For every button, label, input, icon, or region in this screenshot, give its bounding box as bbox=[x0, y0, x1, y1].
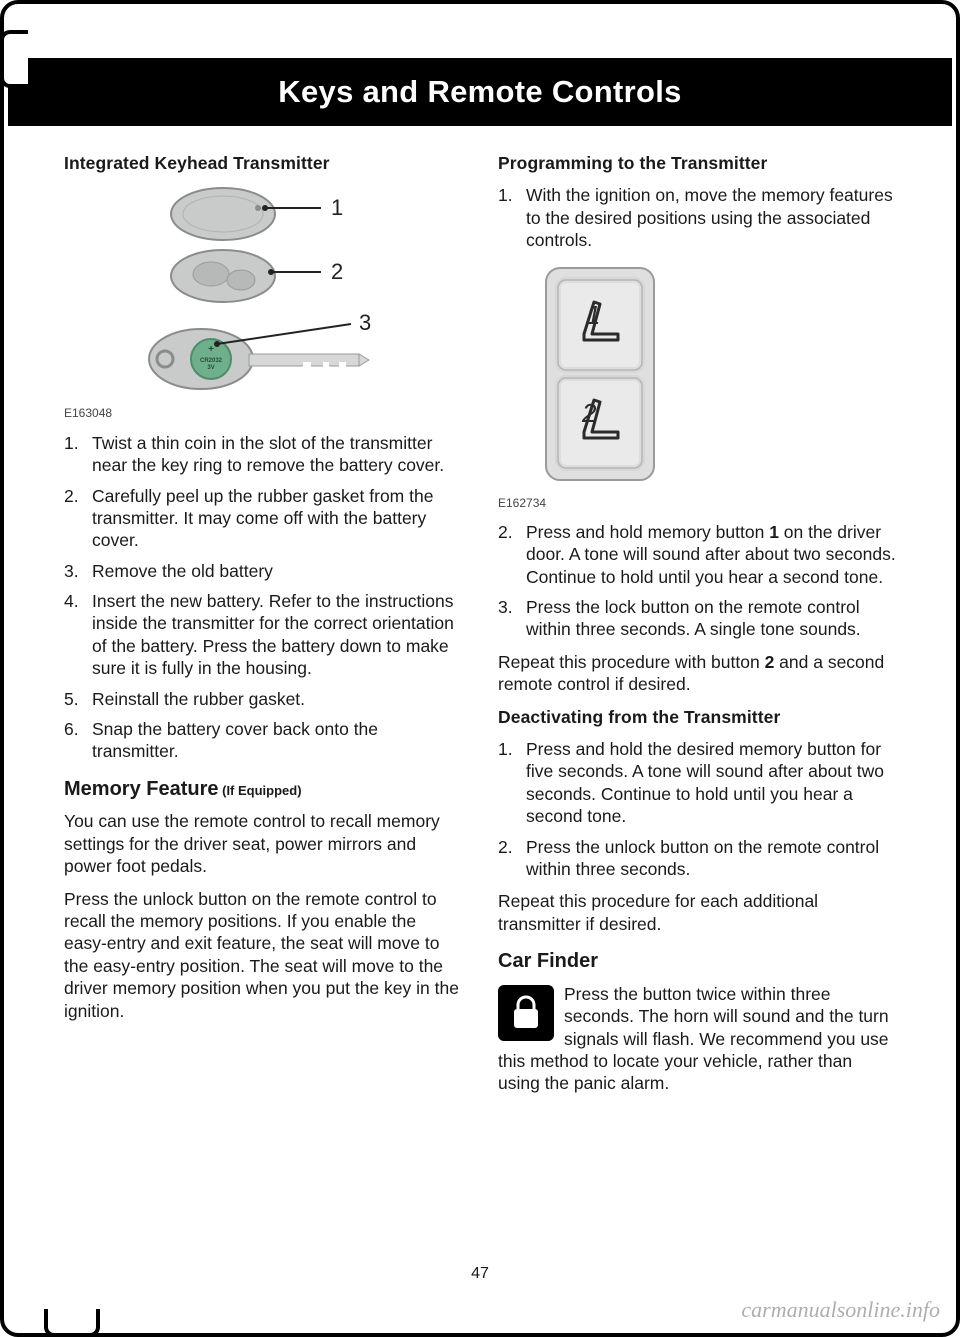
step: Reinstall the rubber gasket. bbox=[64, 688, 462, 710]
text: Repeat this procedure with button bbox=[498, 652, 765, 672]
heading-memory-text: Memory Feature bbox=[64, 778, 219, 800]
svg-text:3V: 3V bbox=[207, 365, 214, 371]
step: Remove the old battery bbox=[64, 560, 462, 582]
heading-memory: Memory Feature (If Equipped) bbox=[64, 777, 462, 803]
step: Press and hold the desired memory button… bbox=[498, 738, 896, 828]
memory-p1: You can use the remote control to recall… bbox=[64, 810, 462, 877]
heading-integrated: Integrated Keyhead Transmitter bbox=[64, 152, 462, 174]
memory-btn-2-label: 2 bbox=[581, 398, 597, 428]
heading-programming: Programming to the Transmitter bbox=[498, 152, 896, 174]
carfinder-text: Press the button twice within three seco… bbox=[498, 984, 889, 1094]
text-bold: 2 bbox=[765, 652, 775, 672]
left-column: Integrated Keyhead Transmitter 1 bbox=[64, 152, 462, 1249]
figure-keyhead: 1 2 bbox=[64, 184, 462, 421]
step: Press the unlock button on the remote co… bbox=[498, 836, 896, 881]
memory-p2: Press the unlock button on the remote co… bbox=[64, 888, 462, 1022]
carfinder-block: Press the button twice within three seco… bbox=[498, 983, 896, 1095]
deact-repeat: Repeat this procedure for each additiona… bbox=[498, 890, 896, 935]
step: Twist a thin coin in the slot of the tra… bbox=[64, 432, 462, 477]
binder-tab-left bbox=[0, 30, 28, 88]
figure1-label: E163048 bbox=[64, 406, 462, 421]
header-band: Keys and Remote Controls bbox=[8, 58, 952, 126]
step: Snap the battery cover back onto the tra… bbox=[64, 718, 462, 763]
step-bold: 1 bbox=[769, 522, 779, 542]
heading-deactivating: Deactivating from the Transmitter bbox=[498, 706, 896, 728]
svg-text:CR2032: CR2032 bbox=[200, 358, 223, 364]
right-column: Programming to the Transmitter With the … bbox=[498, 152, 896, 1249]
heading-memory-equip: (If Equipped) bbox=[219, 783, 302, 798]
lock-icon bbox=[498, 985, 554, 1041]
heading-carfinder: Car Finder bbox=[498, 949, 896, 975]
step: Carefully peel up the rubber gasket from… bbox=[64, 485, 462, 552]
steps-deact: Press and hold the desired memory button… bbox=[498, 738, 896, 880]
repeat-paragraph: Repeat this procedure with button 2 and … bbox=[498, 651, 896, 696]
svg-text:+: + bbox=[208, 344, 214, 355]
memory-buttons-svg: 1 2 bbox=[528, 262, 678, 492]
callout-1: 1 bbox=[331, 195, 343, 220]
step: Insert the new battery. Refer to the ins… bbox=[64, 590, 462, 680]
binder-tab-bottom bbox=[44, 1309, 100, 1337]
figure2-label: E162734 bbox=[498, 496, 896, 511]
step: Press and hold memory button 1 on the dr… bbox=[498, 521, 896, 588]
steps-integrated: Twist a thin coin in the slot of the tra… bbox=[64, 432, 462, 763]
step: Press the lock button on the remote cont… bbox=[498, 596, 896, 641]
callout-2: 2 bbox=[331, 259, 343, 284]
keyhead-svg: 1 2 bbox=[93, 184, 433, 404]
page-number: 47 bbox=[4, 1265, 956, 1283]
watermark: carmanualsonline.info bbox=[741, 1297, 940, 1323]
memory-btn-1-label: 1 bbox=[586, 300, 600, 330]
callout-3: 3 bbox=[359, 310, 371, 335]
figure-memory-buttons: 1 2 E162734 bbox=[498, 262, 896, 511]
manual-page: Keys and Remote Controls Integrated Keyh… bbox=[0, 0, 960, 1337]
step-text: Press and hold memory button bbox=[526, 522, 769, 542]
step: With the ignition on, move the memory fe… bbox=[498, 184, 896, 251]
steps-prog-bottom: Press and hold memory button 1 on the dr… bbox=[498, 521, 896, 641]
steps-prog-top: With the ignition on, move the memory fe… bbox=[498, 184, 896, 251]
content-columns: Integrated Keyhead Transmitter 1 bbox=[64, 152, 896, 1249]
header-title: Keys and Remote Controls bbox=[278, 74, 681, 110]
